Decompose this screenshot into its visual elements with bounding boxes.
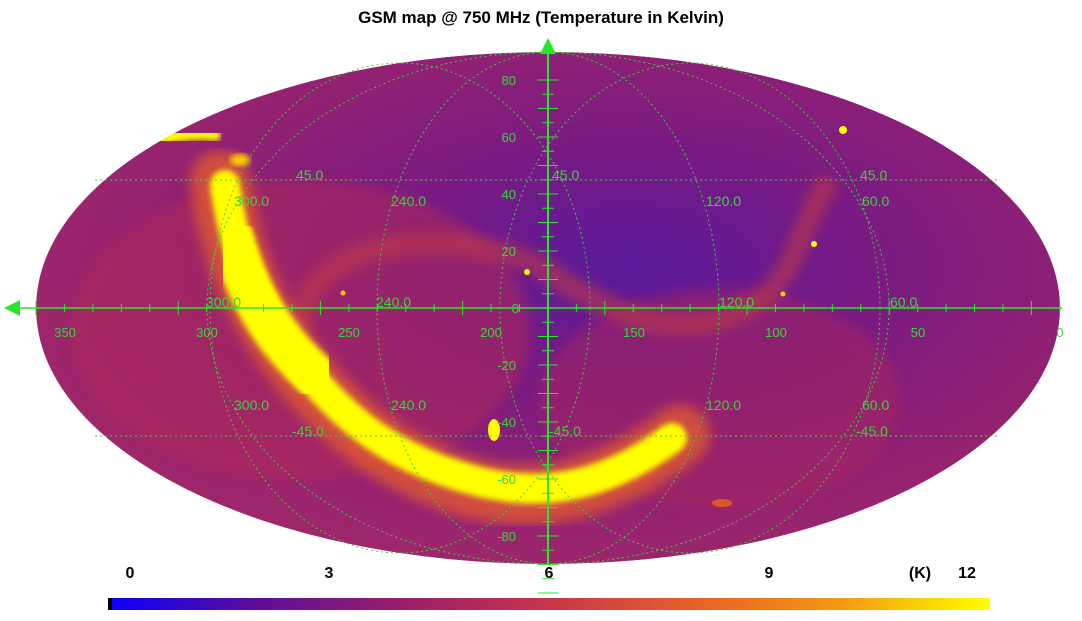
grid-label: 60.0 — [890, 294, 917, 310]
lat-tick-label: 80 — [502, 73, 516, 88]
colorbar-tick-label: 0 — [125, 565, 135, 582]
lon-tick-label: 0 — [1056, 325, 1063, 340]
lon-tick-label: 350 — [54, 325, 76, 340]
grid-label: 240.0 — [376, 294, 411, 310]
grid-label: 45.0 — [552, 167, 579, 183]
lon-tick-label: 200 — [480, 325, 502, 340]
colorbar-unit: (K) — [908, 565, 932, 582]
grid-label: 120.0 — [719, 294, 754, 310]
lat-tick-label: 0 — [512, 301, 519, 316]
grid-label: 240.0 — [391, 193, 426, 209]
lon-tick-label: 300 — [196, 325, 218, 340]
colorbar — [108, 598, 990, 610]
grid-label: -45.0 — [549, 423, 581, 439]
lat-tick-label: 40 — [502, 187, 516, 202]
grid-label: -45.0 — [292, 423, 324, 439]
lat-tick-label: -60 — [497, 472, 516, 487]
colorbar-tick-label: 3 — [324, 565, 334, 582]
lon-tick-label: 250 — [338, 325, 360, 340]
lat-tick-label: 20 — [502, 244, 516, 259]
lat-tick-label: -20 — [497, 358, 516, 373]
grid-label: 120.0 — [706, 397, 741, 413]
west-arrow-icon — [4, 300, 20, 316]
lat-tick-label: -80 — [497, 529, 516, 544]
colorbar-tick-label: 9 — [764, 565, 774, 582]
lat-tick-label: 60 — [502, 130, 516, 145]
lon-tick-label: 150 — [623, 325, 645, 340]
colorbar-tick-label: 12 — [958, 565, 976, 582]
grid-label: 300.0 — [234, 397, 269, 413]
north-arrow-icon — [540, 38, 556, 54]
grid-label: -45.0 — [856, 423, 888, 439]
grid-label: 45.0 — [296, 167, 323, 183]
colorbar-tick-label: 6 — [544, 565, 554, 582]
map-title: GSM map @ 750 MHz (Temperature in Kelvin… — [358, 8, 724, 27]
grid-label: 45.0 — [860, 167, 887, 183]
grid-label: 300.0 — [234, 193, 269, 209]
lon-tick-label: 100 — [765, 325, 787, 340]
grid-label: 240.0 — [391, 397, 426, 413]
grid-label: 120.0 — [706, 193, 741, 209]
grid-label: 60.0 — [862, 193, 889, 209]
grid-label: 60.0 — [862, 397, 889, 413]
grid-label: 300.0 — [206, 294, 241, 310]
lon-tick-label: 50 — [911, 325, 925, 340]
axes — [4, 38, 1062, 594]
lat-tick-label: -40 — [497, 415, 516, 430]
